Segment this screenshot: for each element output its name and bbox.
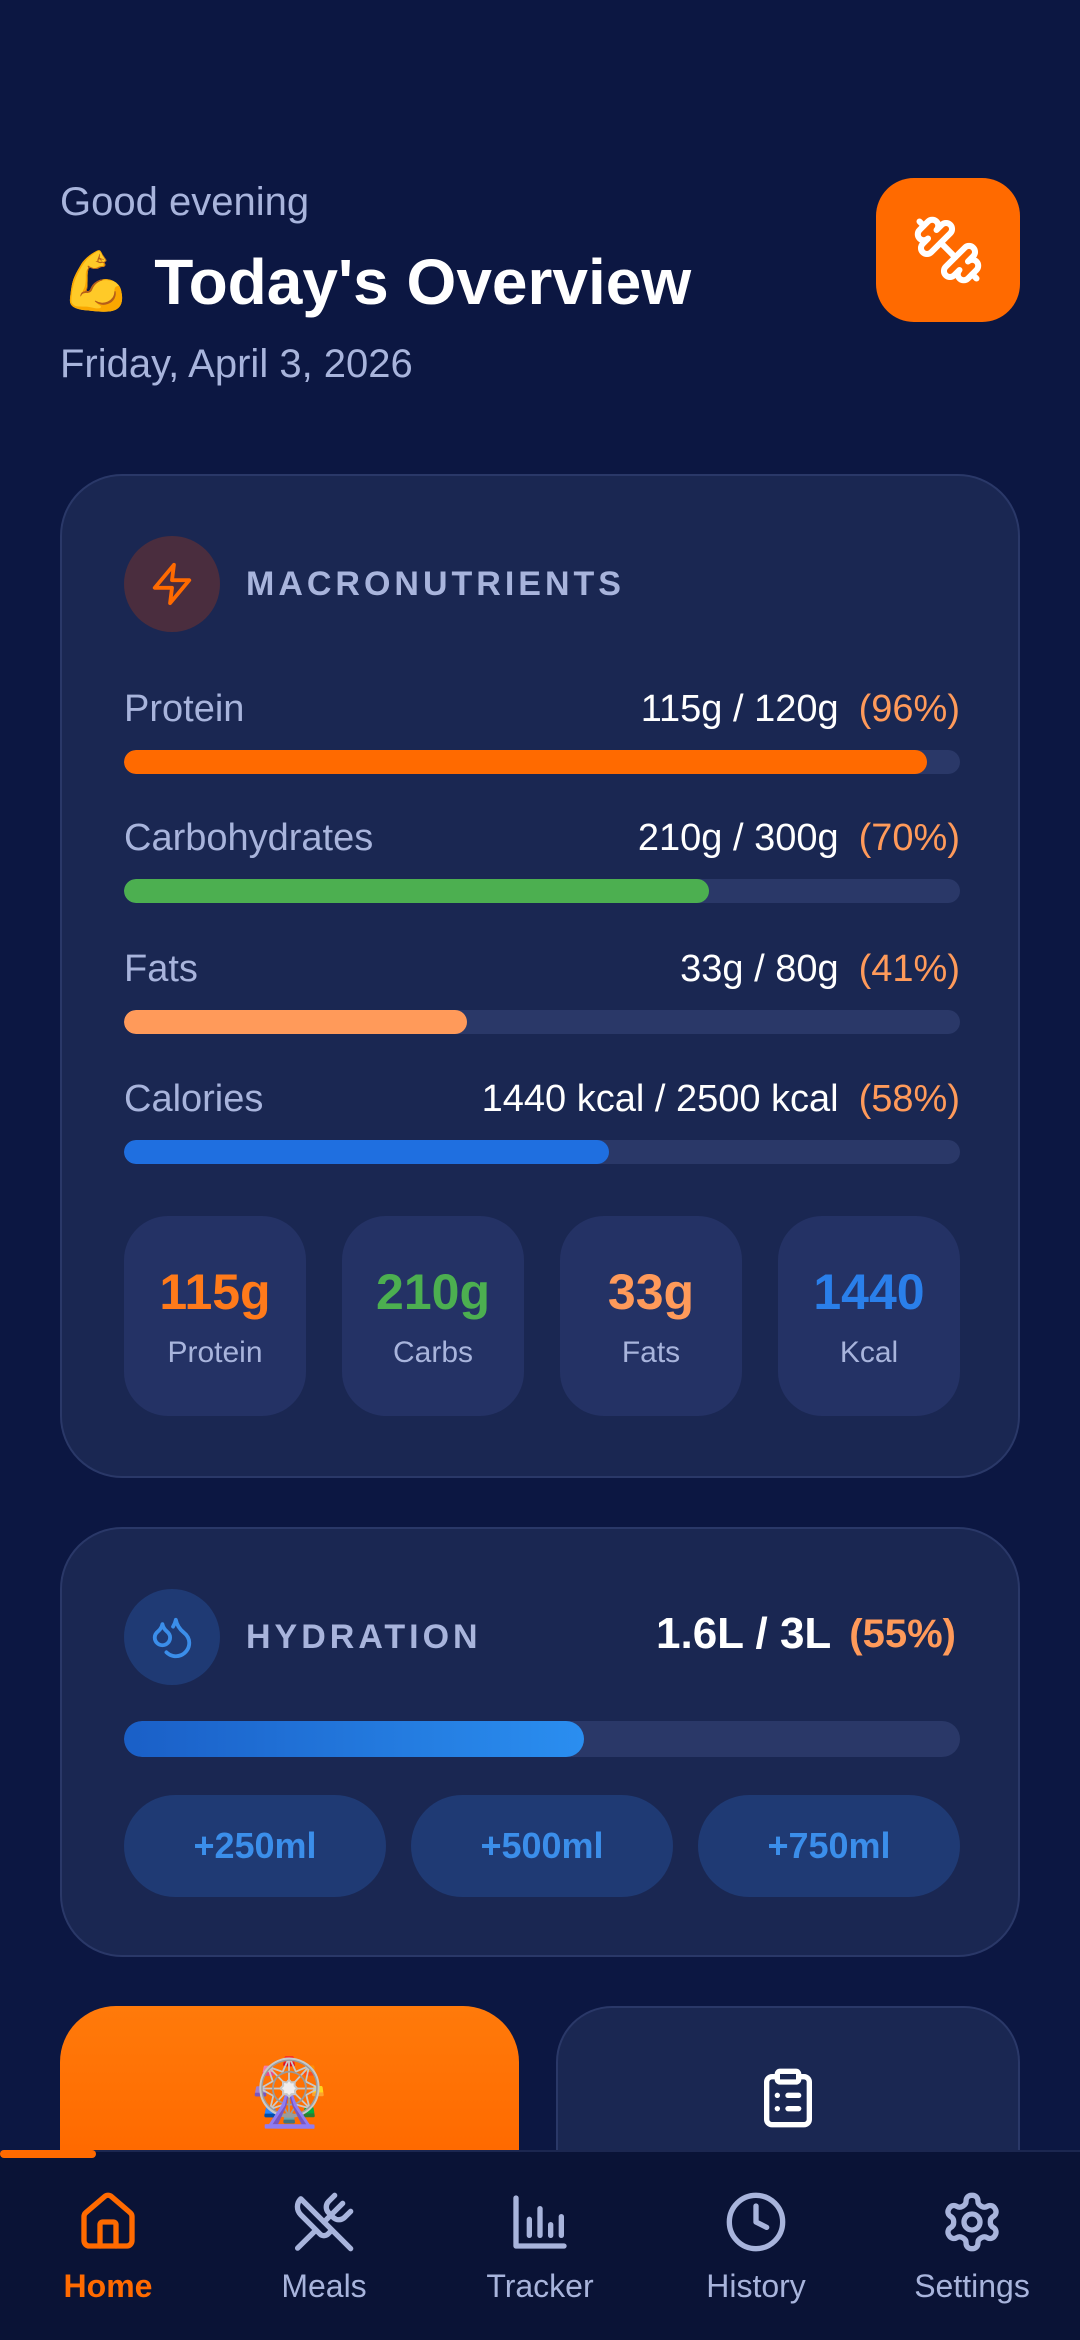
- nav-label: History: [706, 2268, 806, 2304]
- section-label: MACRONUTRIENTS: [246, 564, 625, 603]
- macro-percent: (58%): [858, 1077, 960, 1120]
- nav-label: Meals: [281, 2268, 367, 2304]
- flexed-biceps-emoji: 💪: [60, 249, 133, 314]
- date-label: Friday, April 3, 2026: [60, 342, 413, 386]
- dumbbell-icon: [914, 216, 982, 284]
- progress-fill: [124, 879, 710, 903]
- macro-name: Calories: [124, 1077, 264, 1120]
- progress-track: [124, 750, 960, 774]
- macro-percent: (96%): [858, 687, 960, 730]
- nav-label: Home: [63, 2268, 153, 2304]
- macro-row-protein: Protein 115g / 120g (96%): [124, 686, 960, 774]
- section-label: HYDRATION: [246, 1617, 482, 1656]
- summary-label: Protein: [167, 1336, 263, 1369]
- home-icon: [81, 2192, 135, 2249]
- utensils-icon: [294, 2192, 354, 2252]
- clipboard-icon: [764, 2068, 812, 2128]
- page-title: Today's Overview: [154, 246, 692, 318]
- summary-tile-carbs: 210g Carbs: [342, 1216, 524, 1416]
- add-250ml-button[interactable]: +250ml: [124, 1795, 386, 1897]
- summary-label: Kcal: [839, 1336, 899, 1369]
- summary-value: 210g: [376, 1264, 490, 1320]
- macro-percent: (41%): [858, 947, 960, 990]
- bottom-navigation: Home Meals Tracker History Settings: [0, 2150, 1080, 2340]
- hydration-percent: (55%): [849, 1611, 956, 1656]
- bar-chart-icon: [513, 2195, 567, 2249]
- summary-label: Fats: [621, 1336, 681, 1369]
- hydration-add-buttons: +250ml +500ml +750ml: [124, 1795, 960, 1897]
- macronutrients-header: MACRONUTRIENTS: [124, 536, 625, 632]
- summary-tile-kcal: 1440 Kcal: [778, 1216, 960, 1416]
- nav-label: Tracker: [486, 2268, 594, 2304]
- macronutrients-card: MACRONUTRIENTS Protein 115g / 120g (96%) …: [60, 474, 1020, 1478]
- macro-row-fats: Fats 33g / 80g (41%): [124, 946, 960, 1034]
- macro-row-calories: Calories 1440 kcal / 2500 kcal (58%): [124, 1076, 960, 1164]
- hydration-value: 1.6L / 3L: [656, 1609, 832, 1658]
- macro-name: Carbohydrates: [124, 816, 374, 859]
- add-500ml-button[interactable]: +500ml: [411, 1795, 673, 1897]
- progress-fill: [124, 750, 927, 774]
- nav-item-tracker[interactable]: Tracker: [432, 2152, 648, 2340]
- macro-percent: (70%): [858, 816, 960, 859]
- hydration-readout: 1.6L / 3L (55%): [656, 1609, 956, 1659]
- active-indicator: [0, 2150, 96, 2158]
- nav-item-settings[interactable]: Settings: [864, 2152, 1080, 2340]
- macro-summary: 115g Protein 210g Carbs 33g Fats 1440 Kc…: [124, 1216, 960, 1416]
- summary-value: 115g: [159, 1264, 271, 1320]
- hydration-progress-fill: [124, 1721, 584, 1757]
- summary-value: 33g: [607, 1264, 695, 1320]
- macro-value: 1440 kcal / 2500 kcal: [481, 1077, 839, 1120]
- summary-label: Carbs: [392, 1336, 474, 1369]
- water-drops-icon: [152, 1617, 192, 1659]
- macro-value: 115g / 120g: [640, 687, 839, 730]
- macro-icon-badge: [124, 536, 220, 632]
- progress-track: [124, 1140, 960, 1164]
- add-750ml-button[interactable]: +750ml: [698, 1795, 960, 1897]
- greeting: Good evening: [60, 180, 310, 224]
- status-bar: [0, 0, 1080, 110]
- progress-track: [124, 879, 960, 903]
- hydration-icon-badge: [124, 1589, 220, 1685]
- lightning-icon: [152, 562, 192, 606]
- macro-name: Protein: [124, 687, 245, 730]
- workout-button[interactable]: [876, 178, 1020, 322]
- nav-label: Settings: [914, 2268, 1030, 2304]
- summary-value: 1440: [813, 1264, 925, 1320]
- macro-name: Fats: [124, 947, 198, 990]
- progress-fill: [124, 1140, 609, 1164]
- macro-row-carbohydrates: Carbohydrates 210g / 300g (70%): [124, 815, 960, 903]
- ferris-wheel-emoji: 🎡: [248, 2055, 331, 2129]
- macro-value: 33g / 80g: [680, 947, 839, 990]
- hydration-header: HYDRATION: [124, 1589, 482, 1685]
- summary-tile-fats: 33g Fats: [560, 1216, 742, 1416]
- gear-icon: [945, 2192, 999, 2252]
- hydration-card: HYDRATION 1.6L / 3L (55%) +250ml +500ml …: [60, 1527, 1020, 1957]
- nav-item-home[interactable]: Home: [0, 2150, 216, 2340]
- nav-item-history[interactable]: History: [648, 2152, 864, 2340]
- hydration-progress-track: [124, 1721, 960, 1757]
- header: Good evening 💪 Today's Overview Friday, …: [60, 178, 1020, 408]
- progress-track: [124, 1010, 960, 1034]
- macro-value: 210g / 300g: [637, 816, 839, 859]
- nav-item-meals[interactable]: Meals: [216, 2152, 432, 2340]
- progress-fill: [124, 1010, 467, 1034]
- title-row: 💪 Today's Overview: [60, 244, 1020, 320]
- clock-icon: [726, 2192, 786, 2252]
- summary-tile-protein: 115g Protein: [124, 1216, 306, 1416]
